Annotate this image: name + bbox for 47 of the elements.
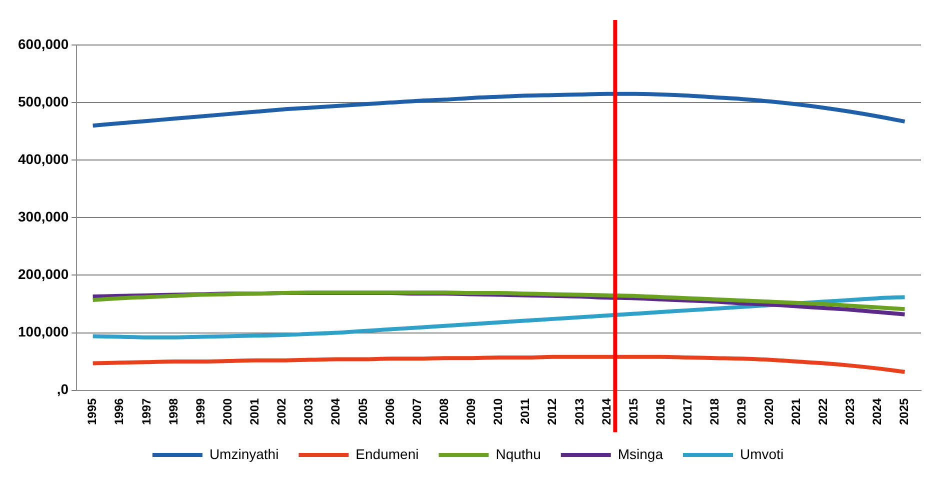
x-tick-label: 2017 — [680, 398, 695, 426]
x-tick-label: 2022 — [816, 398, 830, 426]
x-tick-label: 2002 — [274, 398, 289, 426]
legend-label: Umzinyathi — [209, 446, 279, 462]
y-tick-label: ,0 — [56, 381, 69, 398]
x-tick-label: 2007 — [410, 398, 424, 426]
y-tick-label: 200,000 — [18, 266, 69, 282]
x-tick-label: 1998 — [166, 398, 180, 426]
legend-label: Umvoti — [740, 446, 784, 462]
x-tick-label: 2019 — [734, 398, 749, 426]
x-tick-label: 2011 — [518, 398, 532, 424]
x-tick-label: 2012 — [545, 398, 560, 426]
line-series — [90, 290, 907, 312]
x-tick-label: 2000 — [220, 398, 234, 426]
x-tick-label: 2025 — [897, 398, 912, 426]
line-series — [90, 354, 907, 374]
legend-label: Endumeni — [356, 446, 419, 462]
line-series — [90, 92, 907, 128]
x-tick-label: 1995 — [85, 398, 100, 426]
y-tick-label: 400,000 — [18, 150, 69, 167]
x-tick-label: 2006 — [382, 398, 397, 426]
line-series — [90, 295, 907, 340]
x-tick-label: 2008 — [436, 398, 451, 426]
x-tick-label: 2023 — [842, 398, 857, 426]
x-tick-label: 2009 — [464, 398, 478, 426]
x-tick-label: 2021 — [788, 398, 803, 426]
x-tick-label: 2013 — [572, 398, 586, 426]
x-tick-label: 2010 — [491, 398, 506, 426]
y-tick-label: 500,000 — [18, 93, 69, 110]
x-tick-label: 1997 — [139, 398, 154, 426]
y-tick-label: 600,000 — [18, 36, 69, 52]
x-tick-label: 2020 — [762, 398, 776, 426]
x-tick-label: 2001 — [248, 398, 262, 426]
legend-label: Nquthu — [496, 446, 541, 462]
x-tick-label: 2014 — [599, 398, 614, 426]
x-tick-label: 2018 — [708, 398, 722, 426]
x-tick-label: 2024 — [870, 398, 884, 426]
x-tick-label: 1996 — [112, 398, 126, 426]
x-tick-label: 2016 — [654, 398, 668, 426]
x-tick-label: 2005 — [356, 398, 370, 426]
x-tick-label: 1999 — [193, 398, 208, 426]
legend-label: Msinga — [618, 446, 664, 462]
y-tick-label: 100,000 — [18, 324, 69, 340]
x-tick-label: 2003 — [302, 398, 316, 426]
x-tick-label: 2004 — [328, 398, 343, 426]
x-tick-label: 2015 — [626, 398, 640, 426]
y-tick-label: 300,000 — [18, 208, 69, 225]
